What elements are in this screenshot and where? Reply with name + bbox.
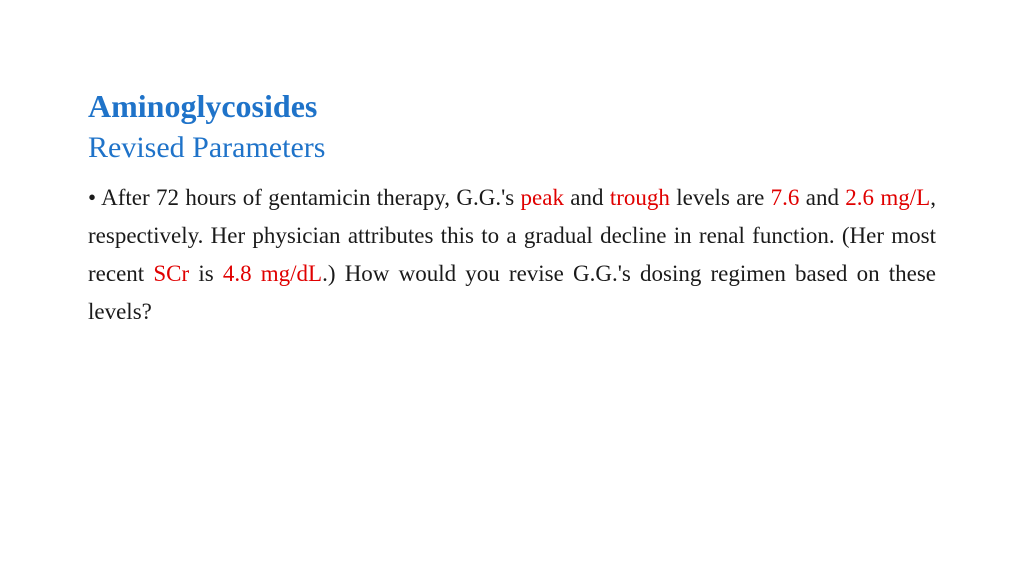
body-paragraph: • After 72 hours of gentamicin therapy, …: [88, 179, 936, 331]
text-segment: is: [189, 261, 223, 286]
highlight-peak: peak: [521, 185, 564, 210]
bullet-marker: •: [88, 185, 101, 210]
text-segment: and: [564, 185, 610, 210]
text-segment: and: [799, 185, 845, 210]
highlight-trough-value: 2.6 mg/L: [845, 185, 930, 210]
highlight-scr-value: 4.8 mg/dL: [223, 261, 322, 286]
highlight-scr: SCr: [153, 261, 189, 286]
text-segment: levels are: [670, 185, 771, 210]
slide: Aminoglycosides Revised Parameters • Aft…: [0, 0, 1024, 576]
text-segment: After 72 hours of gentamicin therapy, G.…: [101, 185, 520, 210]
slide-title: Aminoglycosides: [88, 88, 936, 125]
highlight-trough: trough: [610, 185, 670, 210]
highlight-peak-value: 7.6: [771, 185, 800, 210]
slide-subtitle: Revised Parameters: [88, 131, 936, 165]
